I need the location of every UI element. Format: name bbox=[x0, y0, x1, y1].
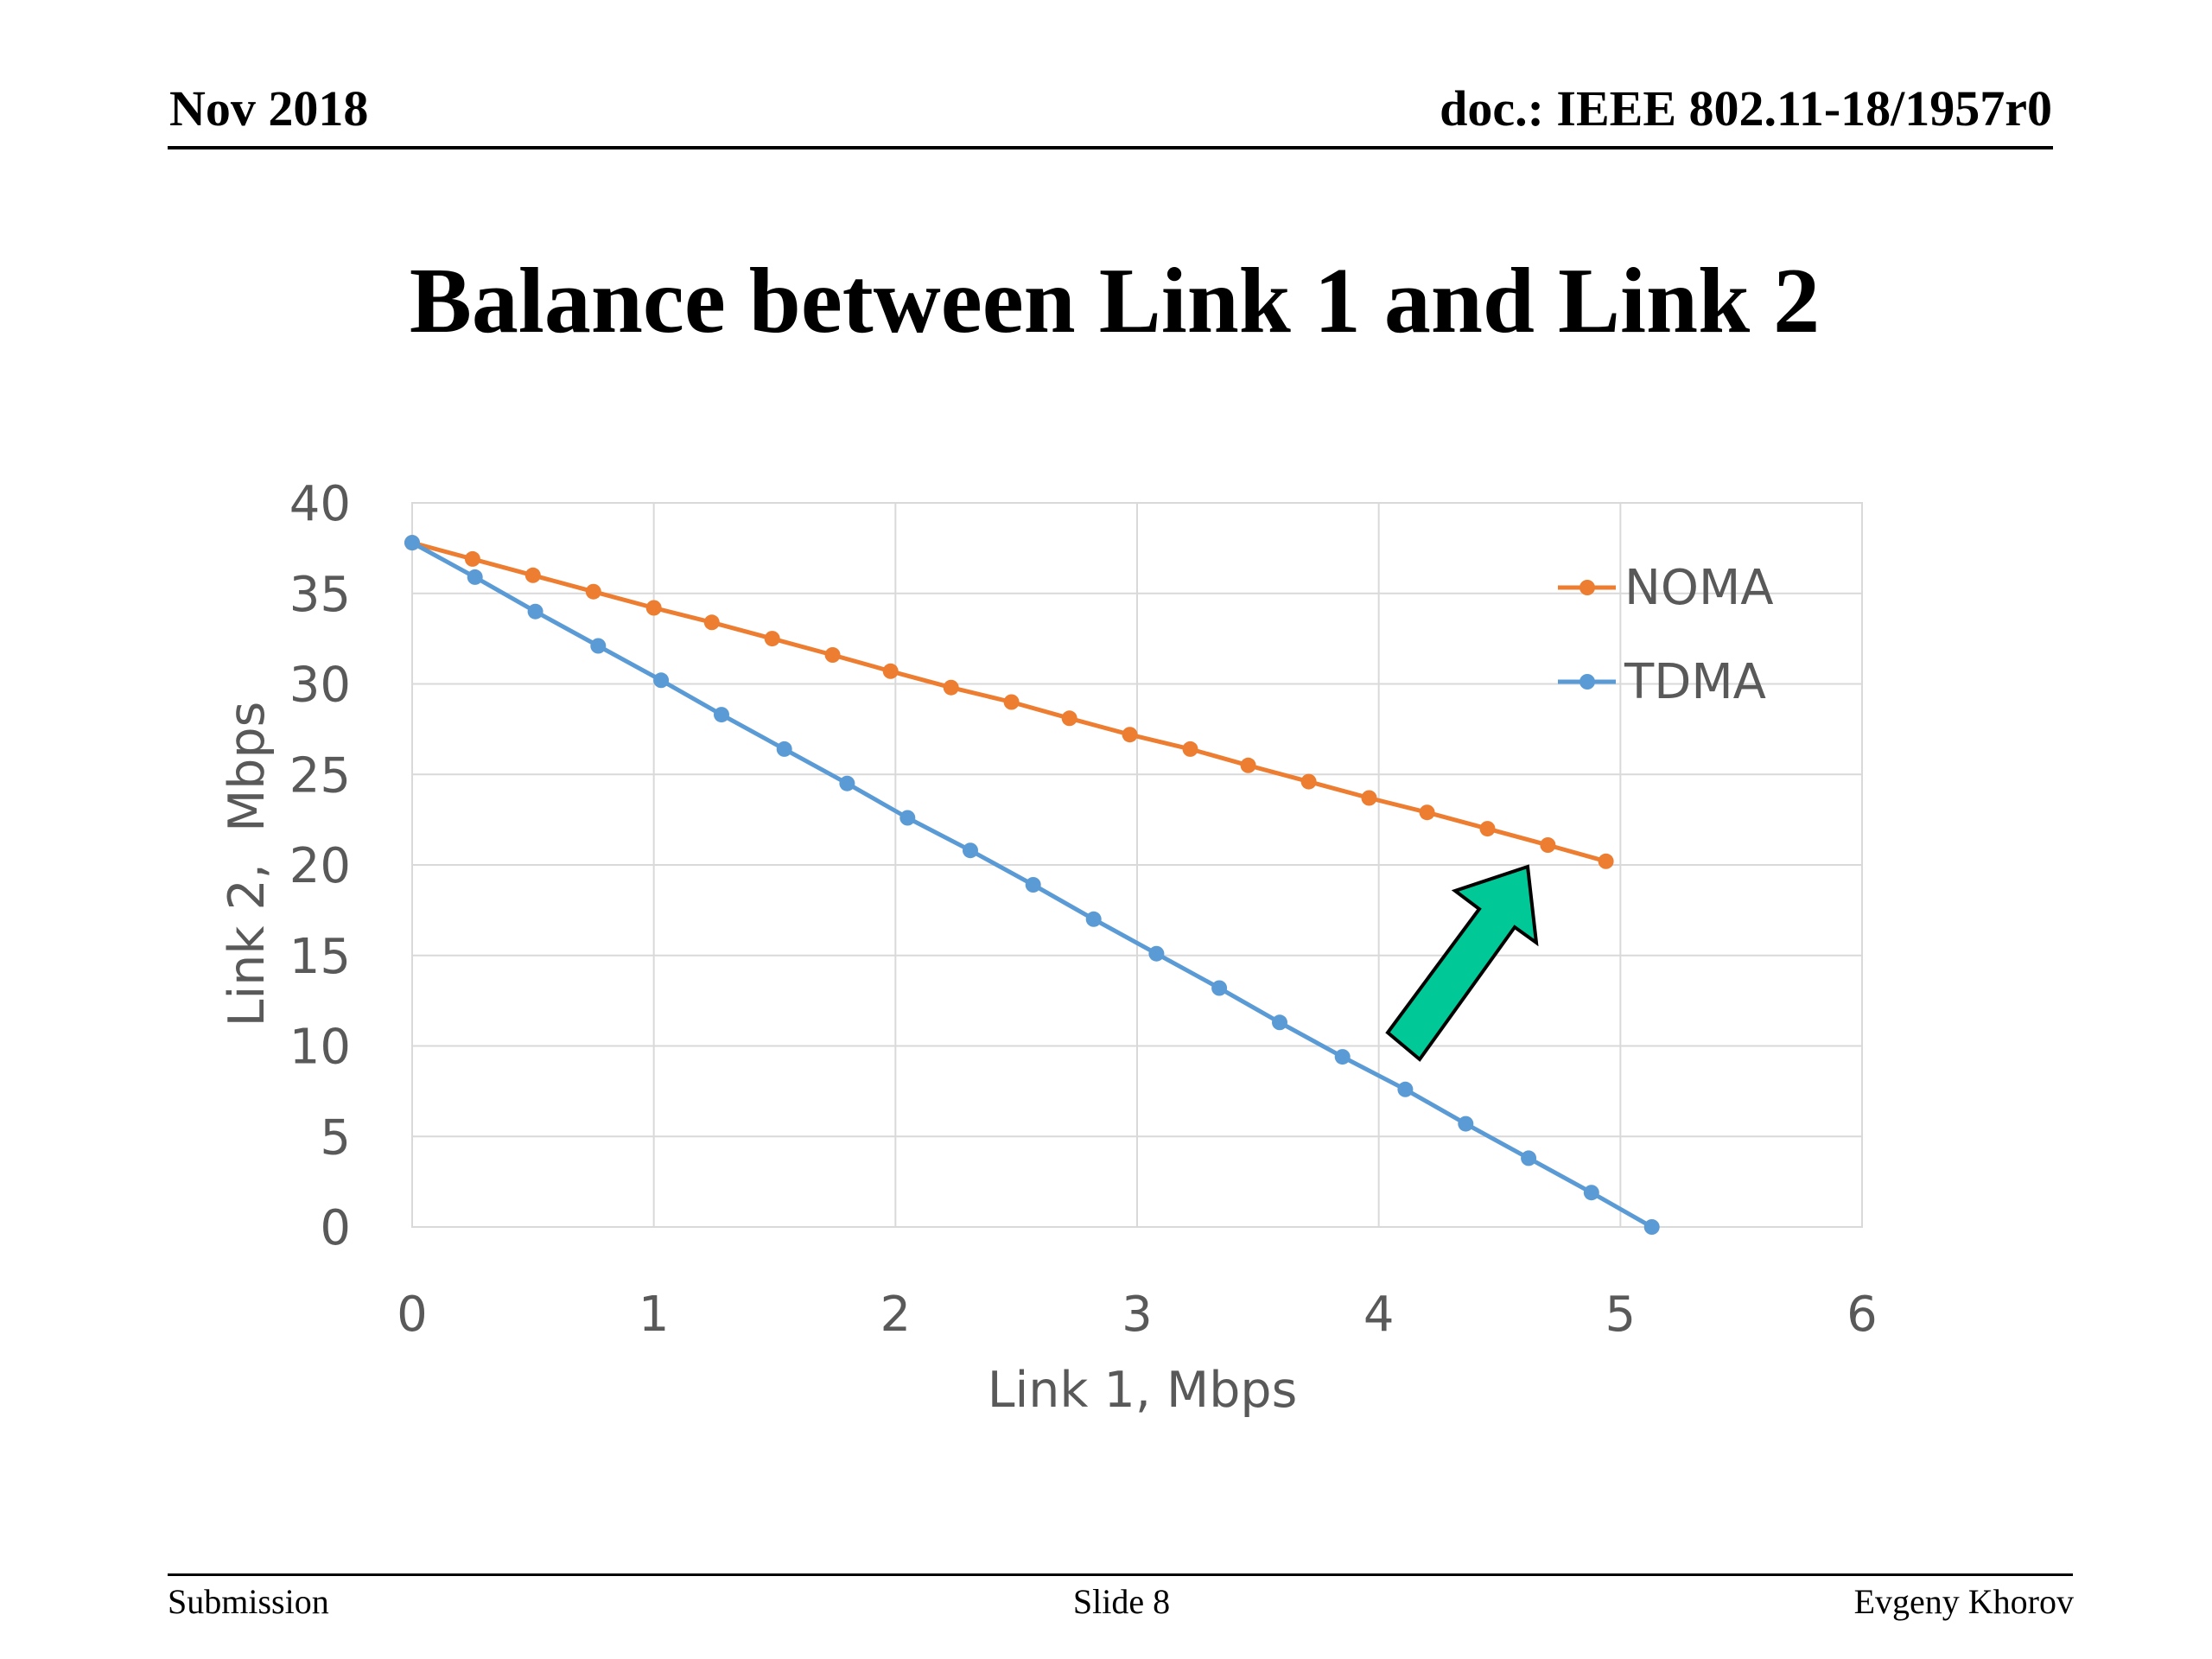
data-point-noma bbox=[1540, 837, 1556, 853]
footer-slide-number: Slide 8 bbox=[1072, 1582, 1171, 1621]
data-point-tdma bbox=[1397, 1081, 1414, 1097]
data-point-noma bbox=[882, 663, 899, 679]
data-point-tdma bbox=[1085, 911, 1102, 927]
legend-noma-marker bbox=[1580, 580, 1595, 595]
y-tick-label: 5 bbox=[320, 1109, 351, 1166]
y-tick-label: 10 bbox=[289, 1020, 351, 1076]
footer-divider bbox=[168, 1573, 2073, 1576]
y-gridlines bbox=[412, 592, 1862, 1138]
x-axis-title: Link 1, Mbps bbox=[988, 1362, 1298, 1419]
data-point-noma bbox=[1598, 853, 1614, 869]
header-document-id: doc.: IEEE 802.11-18/1957r0 bbox=[1440, 80, 2052, 137]
data-point-tdma bbox=[714, 707, 729, 723]
chart-legend: NOMA TDMA bbox=[1558, 560, 1774, 710]
x-tick-label: 0 bbox=[397, 1287, 428, 1343]
data-point-noma bbox=[1240, 757, 1256, 773]
data-point-tdma bbox=[776, 741, 792, 757]
header-divider bbox=[168, 146, 2053, 149]
data-point-tdma bbox=[1643, 1219, 1660, 1235]
x-tick-label: 3 bbox=[1122, 1287, 1153, 1343]
legend-noma-label: NOMA bbox=[1624, 560, 1774, 616]
x-tick-label: 2 bbox=[880, 1287, 912, 1343]
data-point-noma bbox=[943, 679, 959, 696]
y-tick-labels: 0 5 10 15 20 25 30 35 40 bbox=[289, 476, 351, 1256]
data-point-tdma bbox=[1148, 945, 1165, 962]
data-point-tdma bbox=[1025, 877, 1041, 893]
y-tick-label: 35 bbox=[289, 567, 351, 623]
green-arrow-icon bbox=[1385, 864, 1539, 1062]
x-tick-label: 6 bbox=[1847, 1287, 1878, 1343]
slide-title: Balance between Link 1 and Link 2 bbox=[409, 250, 1821, 353]
data-point-noma bbox=[1479, 821, 1496, 837]
y-tick-label: 40 bbox=[289, 476, 351, 532]
data-point-noma bbox=[585, 583, 601, 600]
data-point-tdma bbox=[839, 775, 855, 791]
x-tick-label: 5 bbox=[1605, 1287, 1637, 1343]
data-point-tdma bbox=[1272, 1014, 1287, 1031]
y-tick-label: 0 bbox=[320, 1200, 351, 1256]
y-tick-label: 15 bbox=[289, 929, 351, 985]
data-point-tdma bbox=[963, 842, 978, 859]
x-tick-labels: 0 1 2 3 4 5 6 bbox=[397, 1287, 1878, 1343]
data-point-noma bbox=[1361, 790, 1377, 806]
data-point-noma bbox=[524, 567, 541, 583]
legend-tdma-label: TDMA bbox=[1624, 654, 1766, 710]
legend-tdma-marker bbox=[1580, 674, 1595, 690]
data-point-noma bbox=[1300, 773, 1317, 790]
data-point-noma bbox=[1122, 727, 1138, 743]
series-group bbox=[404, 535, 1660, 1235]
data-point-noma bbox=[464, 550, 480, 567]
data-point-tdma bbox=[1521, 1150, 1537, 1166]
data-point-noma bbox=[703, 614, 720, 631]
footer-author: Evgeny Khorov bbox=[1853, 1582, 2074, 1621]
legend-item-noma: NOMA bbox=[1558, 560, 1774, 616]
data-point-tdma bbox=[527, 603, 543, 620]
data-point-tdma bbox=[1583, 1185, 1599, 1201]
legend-item-tdma: TDMA bbox=[1558, 654, 1766, 710]
data-point-noma bbox=[764, 631, 780, 647]
data-point-noma bbox=[1003, 694, 1020, 710]
data-point-tdma bbox=[404, 535, 420, 551]
data-point-noma bbox=[824, 647, 841, 663]
footer-submission: Submission bbox=[168, 1582, 329, 1621]
data-point-noma bbox=[645, 600, 662, 616]
data-point-noma bbox=[1182, 741, 1198, 757]
trend-arrow bbox=[1385, 864, 1539, 1062]
y-axis-title: Link 2, Mbps bbox=[219, 702, 276, 1027]
y-tick-label: 25 bbox=[289, 747, 351, 804]
data-point-tdma bbox=[1211, 980, 1228, 996]
data-point-tdma bbox=[590, 638, 607, 654]
y-tick-label: 20 bbox=[289, 838, 351, 894]
data-point-tdma bbox=[1458, 1116, 1474, 1132]
data-point-tdma bbox=[1334, 1049, 1351, 1065]
x-tick-label: 4 bbox=[1363, 1287, 1395, 1343]
header-date: Nov 2018 bbox=[169, 80, 369, 137]
x-tick-label: 1 bbox=[639, 1287, 670, 1343]
data-point-tdma bbox=[899, 810, 916, 826]
y-tick-label: 30 bbox=[289, 658, 351, 714]
data-point-noma bbox=[1419, 804, 1435, 821]
data-point-tdma bbox=[653, 672, 670, 689]
data-point-noma bbox=[1061, 710, 1077, 727]
data-point-tdma bbox=[467, 569, 483, 585]
